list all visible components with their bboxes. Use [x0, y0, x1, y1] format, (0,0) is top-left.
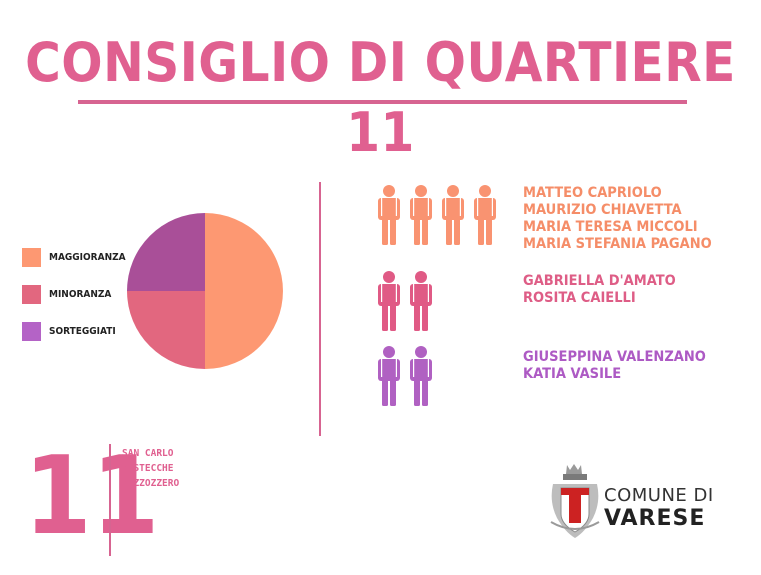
page-title: CONSIGLIO DI QUARTIERE 11 — [25, 31, 736, 164]
person-icon — [442, 185, 464, 245]
district-divider — [109, 444, 111, 556]
pie-slice-maggioranza — [205, 213, 283, 369]
names-sorteggiati: GIUSEPPINA VALENZANO KATIA VASILE — [523, 349, 706, 383]
vertical-divider — [319, 182, 321, 436]
legend-item-minoranza: MINORANZA — [22, 285, 126, 304]
varese-coat-of-arms-icon — [550, 464, 600, 538]
legend-label-minoranza: MINORANZA — [49, 289, 112, 300]
legend-label-sorteggiati: SORTEGGIATI — [49, 326, 116, 337]
district-area: BIZZOZZERO — [122, 478, 180, 489]
pie-slice-sorteggiati — [127, 213, 205, 291]
person-icon — [474, 185, 496, 245]
pie-slice-minoranza — [127, 291, 205, 369]
member-name: GABRIELLA D'AMATO — [523, 273, 676, 289]
member-name: MATTEO CAPRIOLO — [523, 185, 662, 201]
person-icon — [378, 346, 400, 406]
member-name: GIUSEPPINA VALENZANO — [523, 349, 706, 365]
people-row-minoranza — [378, 271, 432, 331]
person-icon — [410, 185, 432, 245]
names-minoranza: GABRIELLA D'AMATO ROSITA CAIELLI — [523, 273, 676, 307]
title-underline — [78, 100, 687, 104]
logo-wordmark: COMUNE DI VARESE — [604, 486, 714, 532]
member-name: MAURIZIO CHIAVETTA — [523, 202, 682, 218]
district-number: 11 — [24, 434, 160, 559]
district-areas: SAN CARLO BUSTECCHE BIZZOZZERO — [122, 446, 179, 491]
member-name: ROSITA CAIELLI — [523, 290, 636, 306]
logo-line-comune: COMUNE DI — [604, 485, 714, 506]
names-maggioranza: MATTEO CAPRIOLO MAURIZIO CHIAVETTA MARIA… — [523, 185, 712, 253]
logo-line-varese: VARESE — [604, 506, 706, 531]
people-row-maggioranza — [378, 185, 496, 245]
member-name: MARIA STEFANIA PAGANO — [523, 236, 712, 252]
person-icon — [410, 271, 432, 331]
legend-label-maggioranza: MAGGIORANZA — [49, 252, 126, 263]
legend-item-sorteggiati: SORTEGGIATI — [22, 322, 126, 341]
person-icon — [378, 185, 400, 245]
district-area: BUSTECCHE — [122, 463, 174, 474]
member-name: KATIA VASILE — [523, 366, 622, 382]
person-icon — [378, 271, 400, 331]
chart-legend: MAGGIORANZA MINORANZA SORTEGGIATI — [22, 248, 126, 359]
legend-item-maggioranza: MAGGIORANZA — [22, 248, 126, 267]
legend-swatch-sorteggiati — [22, 322, 41, 341]
pie-chart — [127, 213, 283, 369]
legend-swatch-maggioranza — [22, 248, 41, 267]
district-area: SAN CARLO — [122, 448, 174, 459]
legend-swatch-minoranza — [22, 285, 41, 304]
member-name: MARIA TERESA MICCOLI — [523, 219, 698, 235]
person-icon — [410, 346, 432, 406]
people-row-sorteggiati — [378, 346, 432, 406]
